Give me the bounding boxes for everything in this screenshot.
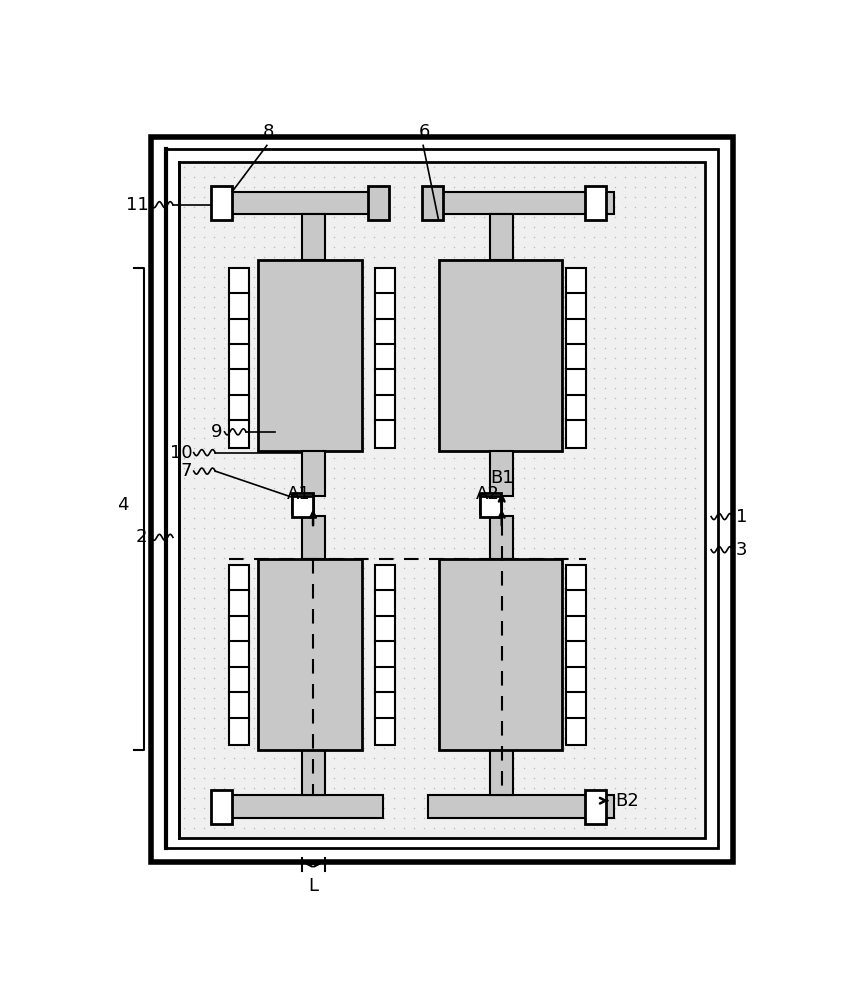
Bar	[375, 369, 396, 397]
Bar	[257, 559, 362, 750]
Bar	[566, 667, 587, 694]
Bar	[566, 718, 587, 745]
Bar	[566, 395, 587, 423]
Text: A1: A1	[287, 485, 311, 503]
Text: 8: 8	[262, 123, 274, 141]
Bar	[229, 293, 249, 321]
Bar	[375, 268, 396, 296]
Bar	[490, 516, 513, 559]
Bar	[375, 420, 396, 448]
Bar	[566, 565, 587, 593]
Bar	[229, 420, 249, 448]
Bar	[481, 496, 501, 517]
Text: 2: 2	[136, 528, 148, 546]
Bar	[375, 395, 396, 423]
Bar	[229, 718, 249, 745]
Bar	[375, 344, 396, 372]
Bar	[422, 186, 443, 220]
Bar	[211, 790, 233, 824]
Bar	[490, 451, 513, 496]
Bar	[428, 192, 614, 214]
Bar	[229, 395, 249, 423]
Bar	[229, 667, 249, 694]
Bar	[179, 162, 705, 838]
Bar	[257, 260, 362, 451]
Bar	[375, 718, 396, 745]
Bar	[375, 616, 396, 644]
Bar	[223, 795, 383, 818]
Bar	[302, 750, 325, 795]
Bar	[566, 369, 587, 397]
Bar	[368, 186, 388, 220]
Bar	[375, 319, 396, 346]
Text: B2: B2	[615, 792, 639, 810]
Bar	[223, 192, 383, 214]
Bar	[566, 293, 587, 321]
Bar	[292, 493, 313, 513]
Bar	[229, 641, 249, 669]
Bar	[229, 369, 249, 397]
Bar	[481, 493, 501, 513]
Bar	[585, 186, 605, 220]
Bar	[566, 616, 587, 644]
Bar	[566, 319, 587, 346]
Bar	[302, 214, 325, 260]
Bar	[229, 616, 249, 644]
Text: 7: 7	[180, 462, 192, 480]
Text: 1: 1	[736, 508, 747, 526]
Bar	[375, 565, 396, 593]
Bar	[375, 641, 396, 669]
Bar	[585, 790, 605, 824]
Bar	[439, 260, 562, 451]
Bar	[292, 496, 313, 517]
Text: 9: 9	[210, 423, 222, 441]
Bar	[229, 692, 249, 720]
Bar	[302, 516, 325, 559]
Bar	[490, 214, 513, 260]
Bar	[229, 344, 249, 372]
Bar	[229, 268, 249, 296]
Bar	[490, 750, 513, 795]
Bar	[179, 162, 705, 838]
Bar	[566, 268, 587, 296]
Text: 10: 10	[169, 444, 192, 462]
Bar	[302, 451, 325, 496]
Bar	[566, 590, 587, 618]
Bar	[166, 149, 718, 848]
Bar	[211, 186, 233, 220]
Text: 6: 6	[419, 123, 430, 141]
Text: 11: 11	[127, 196, 149, 214]
Bar	[229, 565, 249, 593]
Bar	[375, 590, 396, 618]
Bar	[375, 293, 396, 321]
Bar	[151, 137, 733, 862]
Bar	[229, 590, 249, 618]
Bar	[566, 692, 587, 720]
Bar	[439, 559, 562, 750]
Text: A2: A2	[476, 485, 500, 503]
Text: L: L	[308, 877, 318, 895]
Text: 4: 4	[117, 496, 129, 514]
Bar	[375, 667, 396, 694]
Bar	[566, 344, 587, 372]
Text: 3: 3	[736, 541, 747, 559]
Bar	[229, 319, 249, 346]
Bar	[566, 641, 587, 669]
Bar	[375, 692, 396, 720]
Text: B1: B1	[490, 469, 514, 487]
Bar	[428, 795, 614, 818]
Bar	[566, 420, 587, 448]
